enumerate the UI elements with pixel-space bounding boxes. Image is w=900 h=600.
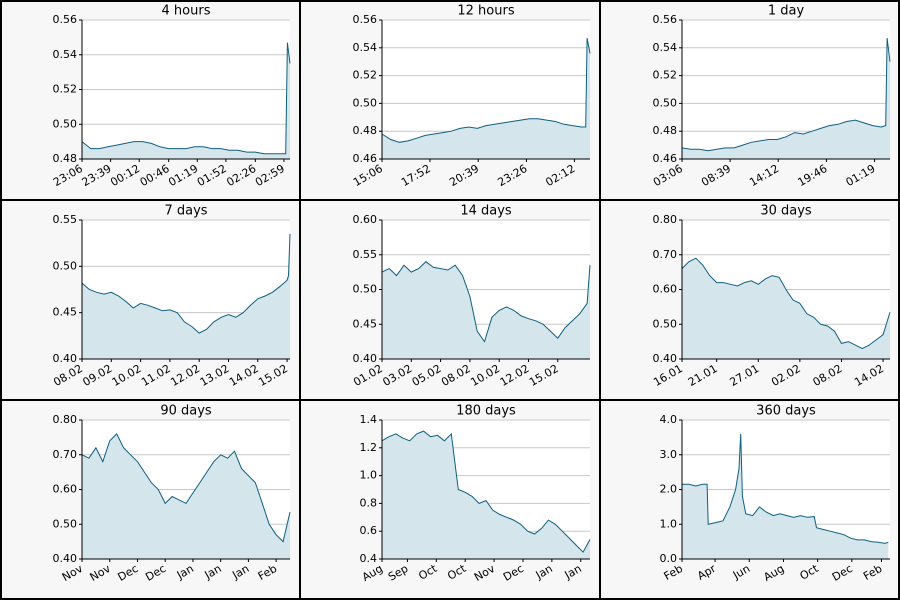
- y-tick-label: 0.48: [353, 124, 378, 137]
- y-tick-label: 0.52: [653, 69, 678, 82]
- chart-title: 14 days: [460, 204, 512, 219]
- chart-title: 1 day: [768, 4, 805, 19]
- y-tick-label: 0.50: [653, 317, 678, 330]
- chart-panel: 14 days0.400.450.500.550.6001.0203.0205.…: [300, 200, 600, 400]
- y-tick-label: 4.0: [660, 413, 678, 426]
- y-tick-label: 0.80: [653, 213, 678, 226]
- chart-title: 7 days: [164, 204, 207, 219]
- area-fill: [382, 38, 590, 159]
- area-fill: [82, 233, 290, 359]
- y-tick-label: 0.56: [353, 13, 378, 26]
- price-line: [681, 257, 891, 350]
- y-tick-label: 0.60: [53, 483, 78, 496]
- chart-title: 90 days: [160, 404, 212, 419]
- y-tick-label: 0.45: [353, 317, 378, 330]
- area-fill: [382, 261, 590, 359]
- chart-title: 360 days: [756, 404, 816, 419]
- area-fill: [682, 38, 890, 159]
- price-line: [681, 38, 891, 152]
- y-tick-label: 0.40: [653, 352, 678, 365]
- y-tick-label: 0.55: [53, 213, 78, 226]
- y-tick-label: 0.40: [53, 552, 78, 565]
- y-tick-label: 0.54: [653, 41, 678, 54]
- price-line: [81, 433, 291, 543]
- price-line: [81, 42, 291, 155]
- y-tick-label: 0.54: [353, 41, 378, 54]
- y-tick-label: 0.60: [353, 213, 378, 226]
- chart-panel: 4 hours0.480.500.520.540.5623:0623:3900:…: [0, 0, 300, 200]
- y-tick-label: 1.0: [660, 517, 678, 530]
- chart-title: 30 days: [760, 204, 812, 219]
- y-tick-label: 0.54: [53, 48, 78, 61]
- y-tick-label: 0.4: [360, 552, 378, 565]
- y-tick-label: 0.50: [53, 117, 78, 130]
- y-tick-label: 0.50: [653, 96, 678, 109]
- y-tick-label: 1.2: [360, 441, 378, 454]
- y-tick-label: 0.52: [53, 83, 78, 96]
- area-fill: [682, 258, 890, 359]
- price-line: [381, 261, 591, 343]
- chart-panel: 7 days0.400.450.500.5508.0209.0210.0211.…: [0, 200, 300, 400]
- y-tick-label: 0.45: [53, 306, 78, 319]
- y-tick-label: 0.40: [353, 352, 378, 365]
- y-tick-label: 1.4: [360, 413, 378, 426]
- y-tick-label: 1.0: [360, 469, 378, 482]
- y-tick-label: 3.0: [660, 448, 678, 461]
- y-tick-label: 0.70: [53, 448, 78, 461]
- y-tick-label: 0.60: [653, 283, 678, 296]
- y-tick-label: 0.70: [653, 248, 678, 261]
- y-tick-label: 0.50: [53, 259, 78, 272]
- y-tick-label: 0.56: [53, 13, 78, 26]
- chart-title: 4 hours: [162, 4, 211, 19]
- y-tick-label: 0.50: [53, 517, 78, 530]
- area-fill: [382, 431, 590, 559]
- area-fill: [82, 433, 290, 559]
- y-tick-label: 0.40: [53, 352, 78, 365]
- y-tick-label: 0.8: [360, 496, 378, 509]
- y-tick-label: 0.56: [653, 13, 678, 26]
- y-tick-label: 0.55: [353, 248, 378, 261]
- y-tick-label: 0.46: [653, 152, 678, 165]
- y-tick-label: 0.50: [353, 96, 378, 109]
- y-tick-label: 0.46: [353, 152, 378, 165]
- price-line: [81, 233, 291, 334]
- price-line: [381, 430, 591, 553]
- price-line: [381, 38, 591, 143]
- y-tick-label: 0.0: [660, 552, 678, 565]
- chart-title: 180 days: [456, 404, 516, 419]
- price-line: [682, 433, 889, 544]
- y-tick-label: 0.6: [360, 524, 378, 537]
- y-tick-label: 0.52: [353, 69, 378, 82]
- y-tick-label: 2.0: [660, 483, 678, 496]
- area-fill: [682, 433, 889, 559]
- y-tick-label: 0.48: [653, 124, 678, 137]
- y-tick-label: 0.50: [353, 283, 378, 296]
- y-tick-label: 0.80: [53, 413, 78, 426]
- y-tick-label: 0.48: [53, 152, 78, 165]
- chart-title: 12 hours: [457, 4, 514, 19]
